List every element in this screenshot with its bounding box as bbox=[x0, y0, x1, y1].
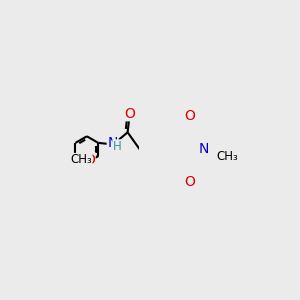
Text: O: O bbox=[84, 153, 95, 167]
Text: CH₃: CH₃ bbox=[70, 154, 92, 166]
Text: CH₃: CH₃ bbox=[216, 150, 238, 163]
Text: N: N bbox=[199, 142, 209, 157]
Text: N: N bbox=[107, 136, 118, 150]
Text: O: O bbox=[184, 176, 195, 189]
Text: O: O bbox=[184, 109, 195, 123]
Text: H: H bbox=[113, 140, 122, 153]
Text: O: O bbox=[124, 107, 135, 121]
